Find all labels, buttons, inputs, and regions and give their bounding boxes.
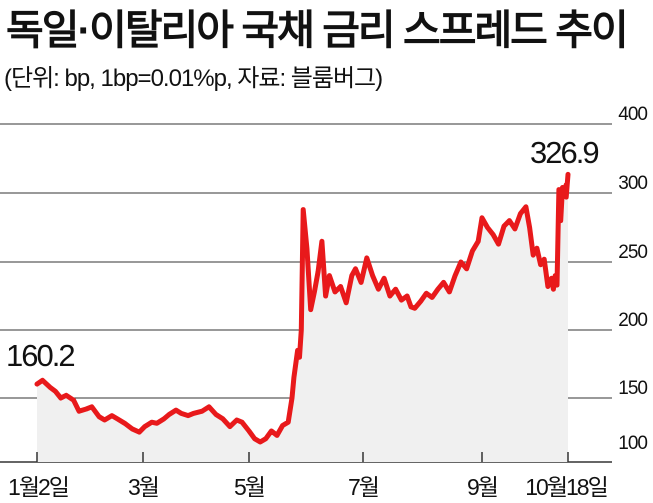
- chart-title: 독일·이탈리아 국채 금리 스프레드 추이: [6, 7, 629, 53]
- y-tick-label: 300: [618, 173, 647, 194]
- start-value-label: 160.2: [6, 338, 74, 373]
- y-tick-label: 250: [618, 242, 647, 263]
- chart-subtitle: (단위: bp, 1bp=0.01%p, 자료: 블룸버그): [4, 65, 383, 92]
- line-layer: [34, 171, 571, 445]
- x-tick-label: 9월: [467, 474, 497, 500]
- annotations: 160.2 326.9: [6, 135, 600, 373]
- x-axis-ticks: 1월2일 3월 5월 7월 9월 10월18일: [8, 452, 609, 500]
- end-value-label: 326.9: [530, 135, 598, 170]
- series-line: [34, 171, 571, 445]
- x-tick-label: 3월: [128, 474, 158, 500]
- x-tick-label: 7월: [348, 474, 378, 500]
- y-axis-ticks: 100 150 200 250 300 400: [618, 104, 648, 454]
- x-tick-label: 10월18일: [525, 474, 607, 500]
- y-tick-label: 400: [618, 104, 647, 125]
- y-tick-label: 150: [618, 378, 647, 399]
- x-tick-label: 5월: [234, 474, 264, 500]
- y-tick-label: 200: [618, 310, 647, 331]
- x-tick-label: 1월2일: [8, 474, 68, 500]
- y-tick-label: 100: [618, 433, 647, 454]
